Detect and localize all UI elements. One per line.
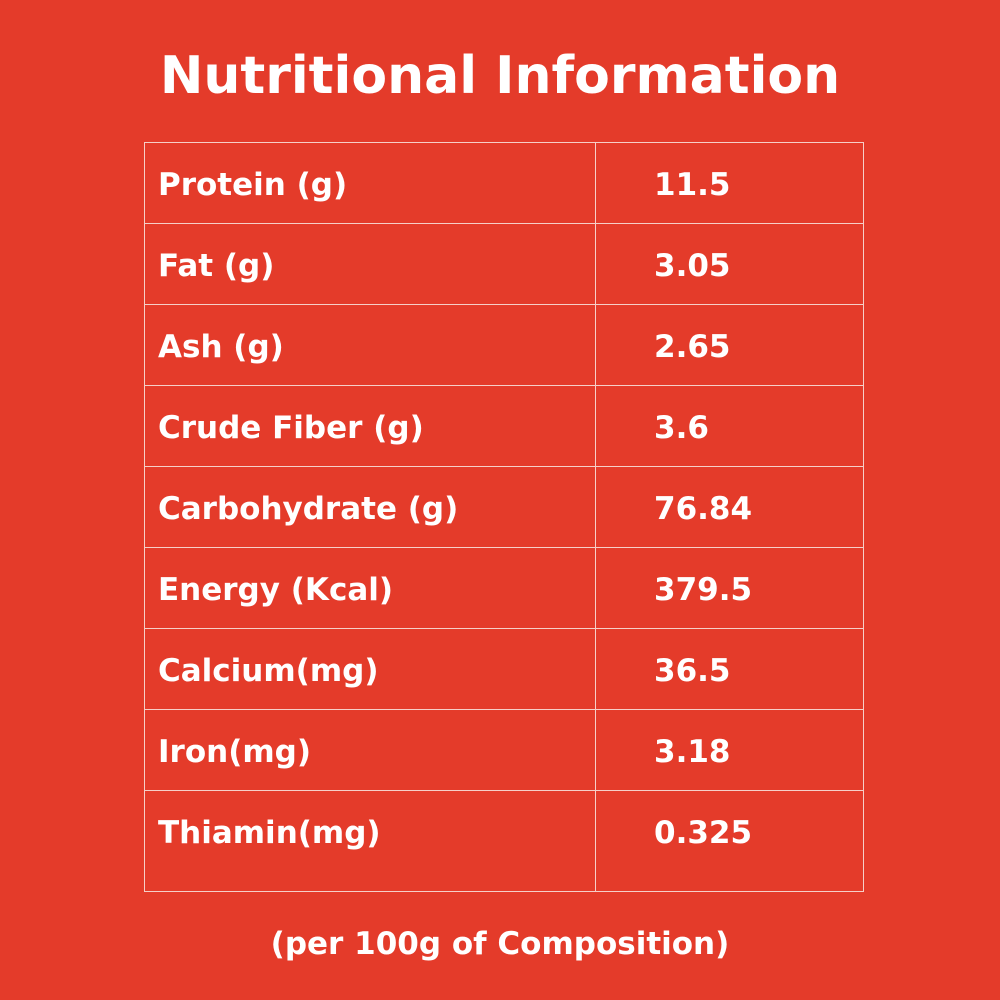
nutrient-label: Ash (g) bbox=[158, 329, 284, 365]
nutrient-label: Protein (g) bbox=[158, 167, 348, 203]
table-row: Protein (g) 11.5 bbox=[145, 143, 863, 224]
nutrient-value: 379.5 bbox=[654, 572, 753, 608]
nutrient-label: Crude Fiber (g) bbox=[158, 410, 424, 446]
nutrition-table: Protein (g) 11.5 Fat (g) 3.05 Ash (g) 2.65 Cru… bbox=[144, 142, 864, 892]
table-row: Carbohydrate (g) 76.84 bbox=[145, 467, 863, 548]
footnote: (per 100g of Composition) bbox=[270, 926, 730, 962]
table-row: Thiamin(mg) 0.325 bbox=[145, 791, 863, 872]
table-row: Calcium(mg) 36.5 bbox=[145, 629, 863, 710]
table-row: Iron(mg) 3.18 bbox=[145, 710, 863, 791]
nutrient-value: 3.18 bbox=[654, 734, 731, 770]
nutrient-label: Thiamin(mg) bbox=[158, 815, 381, 851]
column-divider bbox=[595, 143, 596, 891]
nutrient-value: 11.5 bbox=[654, 167, 731, 203]
nutrient-label: Energy (Kcal) bbox=[158, 572, 394, 608]
nutrient-value: 2.65 bbox=[654, 329, 731, 365]
nutrient-label: Carbohydrate (g) bbox=[158, 491, 459, 527]
nutrient-label: Iron(mg) bbox=[158, 734, 312, 770]
nutrient-value: 36.5 bbox=[654, 653, 731, 689]
nutrient-value: 3.6 bbox=[654, 410, 709, 446]
nutrient-label: Calcium(mg) bbox=[158, 653, 379, 689]
nutrient-label: Fat (g) bbox=[158, 248, 275, 284]
nutrient-value: 3.05 bbox=[654, 248, 731, 284]
table-row: Fat (g) 3.05 bbox=[145, 224, 863, 305]
table-row: Crude Fiber (g) 3.6 bbox=[145, 386, 863, 467]
nutrient-value: 76.84 bbox=[654, 491, 753, 527]
page-title: Nutritional Information bbox=[159, 46, 841, 106]
table-row: Energy (Kcal) 379.5 bbox=[145, 548, 863, 629]
table-row: Ash (g) 2.65 bbox=[145, 305, 863, 386]
nutrient-value: 0.325 bbox=[654, 815, 753, 851]
